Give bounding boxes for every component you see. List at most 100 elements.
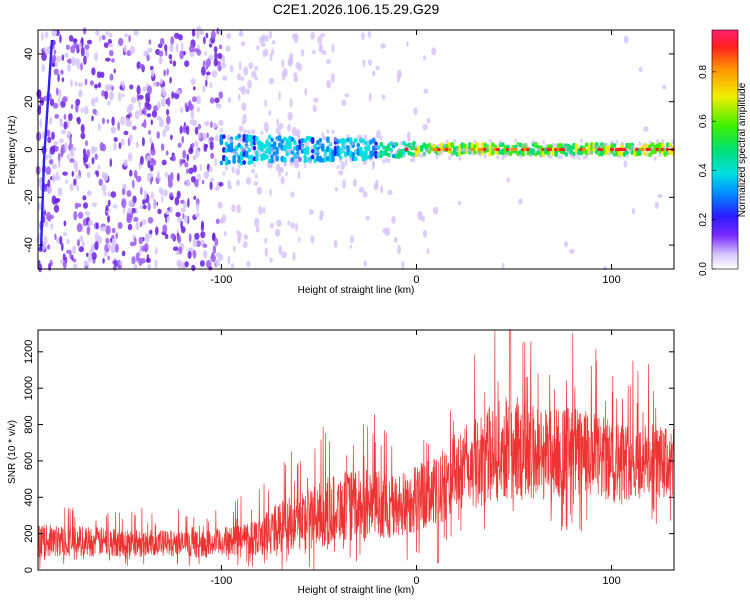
snr-x-ticks: -100 0 100	[210, 330, 621, 587]
heatmap-band-halo	[316, 149, 320, 154]
heatmap-noise-cell	[45, 166, 52, 176]
heatmap-noise-cell	[271, 40, 276, 45]
heatmap-noise-cell	[311, 50, 316, 55]
heatmap-band-cell	[305, 146, 310, 151]
heatmap-noise-cell	[276, 219, 282, 227]
heatmap-noise-cell	[166, 68, 169, 76]
heatmap-noise-cell	[422, 123, 428, 131]
heatmap-noise-cell	[97, 82, 102, 88]
heatmap-noise-cell	[69, 249, 72, 260]
heatmap-band-halo	[524, 142, 528, 148]
heatmap-noise-cell	[43, 95, 48, 102]
heatmap-noise-cell	[107, 199, 111, 207]
heatmap-noise-cell	[205, 58, 211, 68]
heatmap-band-halo	[501, 155, 505, 160]
heatmap-band-cell	[419, 146, 424, 152]
heatmap-noise-cell	[161, 97, 166, 107]
heatmap-noise-cell	[211, 30, 216, 40]
heatmap-noise-cell	[304, 87, 308, 96]
heatmap-noise-cell	[320, 32, 326, 38]
heatmap-band-cell	[267, 134, 272, 140]
heatmap-noise-cell	[131, 256, 136, 265]
heatmap-noise-cell	[143, 119, 147, 129]
heatmap-noise-cell	[268, 30, 272, 39]
heatmap-noise-cell	[112, 204, 118, 209]
heatmap-noise-cell	[132, 179, 135, 189]
heatmap-noise-cell	[203, 143, 208, 152]
heatmap-band-halo	[544, 144, 548, 149]
heatmap-noise-cell	[87, 190, 91, 196]
heatmap-noise-cell	[202, 84, 206, 93]
heatmap-noise-cell	[195, 148, 200, 158]
heatmap-noise-cell	[184, 60, 190, 67]
heatmap-noise-cell	[192, 154, 197, 161]
heatmap-noise-cell	[38, 263, 43, 273]
heatmap-noise-cell	[53, 49, 57, 55]
heatmap-noise-cell	[506, 177, 510, 183]
heatmap-noise-cell	[417, 210, 423, 221]
heatmap-band-halo	[369, 157, 373, 162]
heatmap-band-halo	[539, 153, 543, 159]
heatmap-noise-cell	[391, 215, 396, 224]
heatmap-noise-cell	[209, 81, 213, 89]
heatmap-noise-cell	[62, 232, 68, 237]
heatmap-y-ticks: -40 -20 0 20 40	[23, 48, 674, 253]
heatmap-noise-cell	[184, 161, 189, 168]
heatmap-band-halo	[265, 128, 269, 133]
heatmap-noise-cell	[205, 79, 208, 87]
heatmap-band-halo	[475, 150, 480, 155]
heatmap-band-cell	[354, 156, 358, 162]
heatmap-noise-cell	[245, 177, 252, 185]
heatmap-noise-cell	[103, 191, 107, 196]
heatmap-noise-cell	[117, 222, 123, 229]
heatmap-noise-cell	[121, 188, 126, 196]
heatmap-noise-cell	[53, 140, 59, 146]
heatmap-band-halo	[280, 168, 284, 173]
heatmap-noise-cell	[64, 141, 68, 152]
heatmap-noise-cell	[118, 142, 122, 150]
heatmap-noise-cell	[204, 51, 208, 56]
heatmap-band-halo	[656, 139, 660, 144]
heatmap-noise-cell	[43, 46, 46, 52]
heatmap-noise-cell	[180, 207, 186, 213]
heatmap-noise-cell	[138, 108, 144, 116]
heatmap-noise-cell	[287, 123, 291, 132]
heatmap-noise-cell	[51, 163, 58, 170]
heatmap-noise-cell	[100, 71, 105, 79]
heatmap-noise-cell	[310, 32, 316, 40]
heatmap-band-halo	[569, 153, 574, 159]
heatmap-band-cell	[402, 140, 406, 146]
heatmap-noise-cell	[431, 47, 437, 56]
heatmap-noise-cell	[179, 106, 184, 114]
heatmap-noise-cell	[69, 158, 75, 163]
heatmap-noise-cell	[54, 145, 59, 152]
heatmap-band-cell	[303, 154, 307, 160]
heatmap-noise-cell	[238, 93, 241, 102]
heatmap-noise-cell	[243, 66, 249, 76]
snr-y-axis-label: SNR (10 * v/v)	[7, 420, 18, 484]
heatmap-noise-cell	[76, 116, 81, 125]
heatmap-noise-cell	[319, 43, 323, 53]
heatmap-band-cell	[394, 142, 399, 147]
heatmap-noise-cell	[101, 225, 107, 232]
heatmap-noise-cell	[274, 228, 281, 237]
heatmap-band-halo	[303, 163, 307, 169]
heatmap-noise-cell	[68, 113, 73, 122]
heatmap-noise-cell	[212, 233, 216, 241]
heatmap-band-halo	[387, 158, 391, 164]
heatmap-band-cell	[354, 138, 358, 144]
heatmap-band-cell	[356, 142, 361, 148]
heatmap-band-cell	[305, 149, 310, 155]
heatmap-noise-cell	[133, 170, 138, 179]
heatmap-band-cell	[612, 143, 617, 148]
heatmap-peak-cell	[495, 147, 500, 152]
heatmap-streak	[39, 39, 54, 251]
heatmap-noise-cell	[157, 101, 161, 110]
heatmap-noise-cell	[101, 90, 106, 97]
heatmap-noise-cell	[113, 68, 116, 74]
heatmap-band-halo	[582, 155, 586, 160]
heatmap-noise-cell	[401, 260, 405, 271]
heatmap-noise-cell	[118, 38, 124, 46]
heatmap-noise-cell	[563, 241, 569, 248]
heatmap-noise-cell	[241, 102, 247, 111]
